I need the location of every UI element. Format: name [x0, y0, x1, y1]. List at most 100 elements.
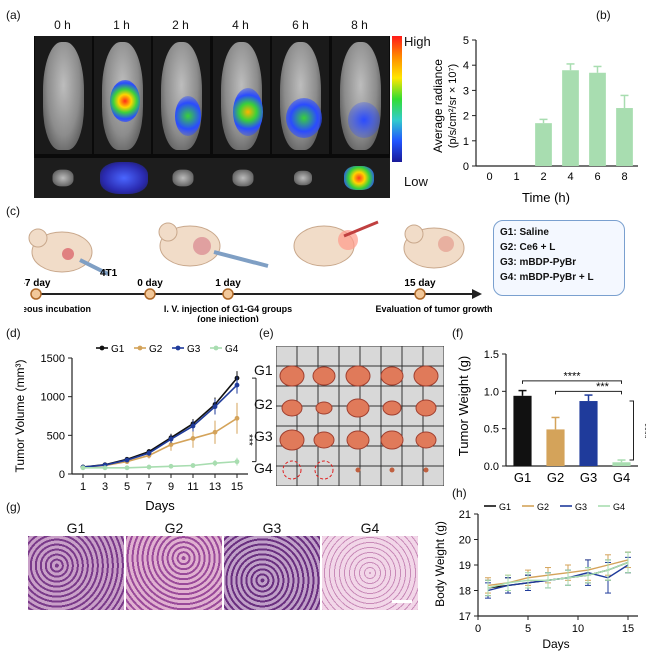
chart-b-bar — [535, 123, 552, 166]
chart-h-xlabel: Days — [542, 637, 569, 651]
photo-row-g3: G3 — [254, 428, 273, 444]
chart-h-ytick-label: 18 — [459, 586, 471, 598]
group-g2: G2: Ce6 + L — [500, 242, 556, 253]
tumor-specimen-small — [389, 467, 395, 473]
chart-f-sig-bracket — [629, 400, 634, 461]
time-label-4h: 4 h — [232, 18, 249, 32]
tumor-image-2h — [172, 169, 194, 187]
chart-b: 0 1 2 3 4 5 0 1 2 4 6 8 Time (h) Average radiance (… — [431, 35, 638, 205]
chart-d-xtick-label: 3 — [102, 481, 108, 493]
chart-d-point — [234, 459, 240, 465]
group-g3: G3: mBDP-PyBr — [500, 257, 577, 268]
mouse-illustration-2 — [158, 222, 269, 268]
group-g1: G1: Saline — [500, 227, 549, 238]
chart-d-point — [190, 436, 196, 441]
step1-text: Subcutaneous incubation — [24, 304, 91, 314]
chart-d-ytick-label: 1500 — [41, 353, 65, 365]
colorbar-low-label: Low — [404, 174, 428, 189]
chart-d-point — [212, 404, 218, 410]
tumor-photo-svg — [275, 345, 445, 487]
chart-f-bar — [579, 401, 598, 466]
histology-image-g3 — [224, 536, 320, 610]
tumor-specimen — [312, 366, 336, 386]
time-label-8h: 8 h — [351, 18, 368, 32]
histology-image-g4 — [322, 536, 418, 610]
tumor-specimen — [346, 398, 370, 418]
chart-h-series-line-G4 — [487, 561, 629, 589]
timepoint-1: 1 day — [215, 278, 241, 289]
chart-b-ytick-label: 5 — [463, 35, 469, 47]
chart-d-point — [234, 382, 240, 388]
chart-h-legend-label: G1 — [499, 502, 511, 512]
chart-d-point — [146, 450, 152, 456]
step2b-text: (one injection) — [197, 314, 259, 322]
chart-d-ytick-label: 1000 — [41, 392, 65, 404]
chart-f-xtick-label: G2 — [547, 470, 564, 485]
step3-text: Evaluation of tumor growth — [376, 304, 493, 314]
scheme-svg: -7 day 0 day 1 day 15 day 4T1 Subcutaneo… — [0, 220, 493, 324]
chart-f-xtick-label: G3 — [580, 470, 597, 485]
tumor-image-0h — [52, 169, 74, 187]
timepoint-dot-minus7 — [30, 288, 42, 300]
chart-d-point — [146, 464, 152, 470]
chart-d-xtick-label: 13 — [209, 481, 221, 493]
mouse-image-1h — [94, 36, 151, 154]
chart-b-xtick-label: 2 — [540, 171, 546, 183]
ex-vivo-tumor-row — [34, 158, 390, 198]
photo-row-g4: G4 — [254, 460, 273, 476]
chart-d-point — [234, 415, 240, 421]
chart-f-sig-bracket — [522, 380, 622, 384]
step2-text: I. V. injection of G1-G4 groups — [164, 304, 292, 314]
chart-d-point — [212, 460, 218, 466]
chart-d-series-line-G3 — [82, 384, 238, 468]
chart-d-point — [168, 463, 174, 469]
chart-f-bar — [513, 395, 532, 466]
chart-d-point — [212, 429, 218, 435]
panel-label-c: (c) — [6, 204, 20, 218]
group-legend-box: G1: Saline G2: Ce6 + L G3: mBDP-PyBr G4:… — [493, 220, 625, 296]
chart-h-ylabel: Body Weight (g) — [433, 521, 447, 607]
chart-d-ytick-label: 500 — [47, 430, 65, 442]
tumor-image-8h — [344, 166, 374, 190]
chart-d-series-line-G4 — [83, 460, 238, 469]
tumor-image-4h — [232, 169, 254, 187]
mouse-image-6h — [272, 36, 329, 154]
chart-h-ytick-label: 20 — [459, 535, 471, 547]
chart-d-legend-marker — [213, 345, 219, 351]
panel-label-h: (h) — [452, 486, 467, 500]
chart-f-sig-label: *** — [596, 381, 610, 393]
histology-image-g1 — [28, 536, 124, 610]
chart-d-point — [80, 465, 86, 471]
chart-f-sig-label: **** — [563, 370, 581, 382]
time-label-6h: 6 h — [292, 18, 309, 32]
tumor-specimen — [382, 400, 402, 416]
chart-d-xtick-label: 7 — [146, 481, 152, 493]
tumor-photograph — [275, 345, 445, 487]
chart-b-ytick-label: 0 — [463, 161, 469, 173]
panel-label-f: (f) — [452, 326, 464, 340]
tumor-specimen — [315, 401, 333, 415]
tumor-specimen — [346, 430, 370, 450]
chart-f-bar — [546, 429, 565, 466]
chart-f-ytick-label: 0.0 — [484, 461, 499, 473]
chart-d-xtick-label: 1 — [80, 481, 86, 493]
experimental-scheme: -7 day 0 day 1 day 15 day 4T1 Subcutaneo… — [0, 216, 644, 324]
chart-h-ytick-label: 21 — [459, 509, 471, 521]
chart-h-xtick-label: 0 — [475, 623, 481, 635]
chart-d-legend-label: G1 — [111, 344, 125, 355]
timepoint-0: 0 day — [137, 278, 163, 289]
tumor-specimen — [279, 429, 305, 451]
chart-d-legend-marker — [137, 345, 143, 351]
chart-d-point — [190, 463, 196, 468]
chart-b-xtick-label: 6 — [594, 171, 600, 183]
chart-d-point — [124, 457, 130, 463]
chart-d-series-line-G1 — [82, 377, 238, 468]
chart-b-ytick-label: 3 — [463, 85, 469, 97]
chart-h-ytick-label: 19 — [459, 560, 471, 572]
tumor-absent-marker — [282, 460, 302, 480]
chart-b-ytick-label: 2 — [463, 111, 469, 123]
chart-f-ytick-label: 1.0 — [484, 386, 499, 398]
chart-b-xtick-label: 8 — [621, 171, 627, 183]
chart-f-sig-bracket — [555, 390, 622, 395]
